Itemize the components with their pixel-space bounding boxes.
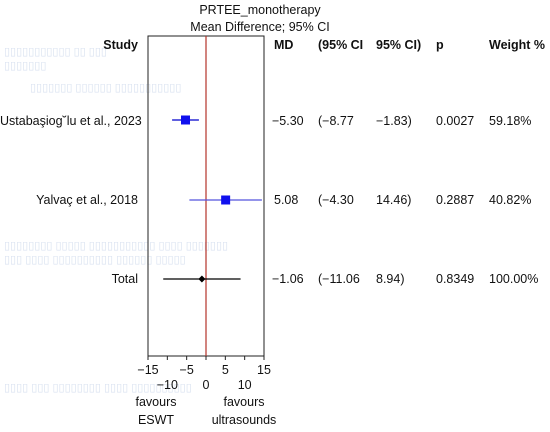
weight-value: 40.82% xyxy=(489,193,532,207)
ci-high-value: −1.83) xyxy=(376,114,412,128)
effect-marker xyxy=(181,115,191,125)
header-study: Study xyxy=(103,38,138,52)
weight-value: 100.00% xyxy=(489,272,539,286)
favours-right-line1: favours xyxy=(223,395,265,409)
pooled-diamond xyxy=(198,275,206,283)
x-tick-label: 0 xyxy=(203,378,210,392)
favours-right-line2: ultrasounds xyxy=(211,413,277,427)
ci-high-value: 8.94) xyxy=(376,272,405,286)
chart-title: PRTEE_monotherapy xyxy=(199,3,321,17)
header-weight: Weight % xyxy=(489,38,546,52)
header-ci-high: 95% CI) xyxy=(376,38,422,52)
ci-low-value: (−8.77 xyxy=(318,114,354,128)
favours-left-line1: favours xyxy=(135,395,177,409)
weight-value: 59.18% xyxy=(489,114,532,128)
effect-marker xyxy=(221,195,231,205)
md-value: −1.06 xyxy=(272,272,304,286)
header-ci-low: (95% CI xyxy=(318,38,364,52)
p-value: 0.2887 xyxy=(436,193,475,207)
p-value: 0.0027 xyxy=(436,114,475,128)
ci-low-value: (−4.30 xyxy=(318,193,354,207)
md-value: 5.08 xyxy=(274,193,299,207)
study-label-total: Total xyxy=(111,272,138,286)
x-tick-label: −15 xyxy=(137,363,158,377)
x-tick-label: 5 xyxy=(222,363,229,377)
md-value: −5.30 xyxy=(272,114,304,128)
chart-subtitle: Mean Difference; 95% CI xyxy=(190,20,330,34)
header-md: MD xyxy=(274,38,294,52)
x-tick-label: −5 xyxy=(180,363,194,377)
p-value: 0.8349 xyxy=(436,272,475,286)
ci-low-value: (−11.06 xyxy=(318,272,360,286)
x-tick-label: 15 xyxy=(257,363,271,377)
x-tick-label: −10 xyxy=(157,378,178,392)
favours-left-line2: ESWT xyxy=(137,413,175,427)
header-p: p xyxy=(436,38,444,52)
study-label-yalvac: Yalvaç et al., 2018 xyxy=(36,193,138,207)
x-tick-label: 10 xyxy=(238,378,252,392)
study-label-ustabasioglu: Ustabaşiog˘lu et al., 2023 xyxy=(0,114,142,128)
ci-high-value: 14.46) xyxy=(376,193,412,207)
